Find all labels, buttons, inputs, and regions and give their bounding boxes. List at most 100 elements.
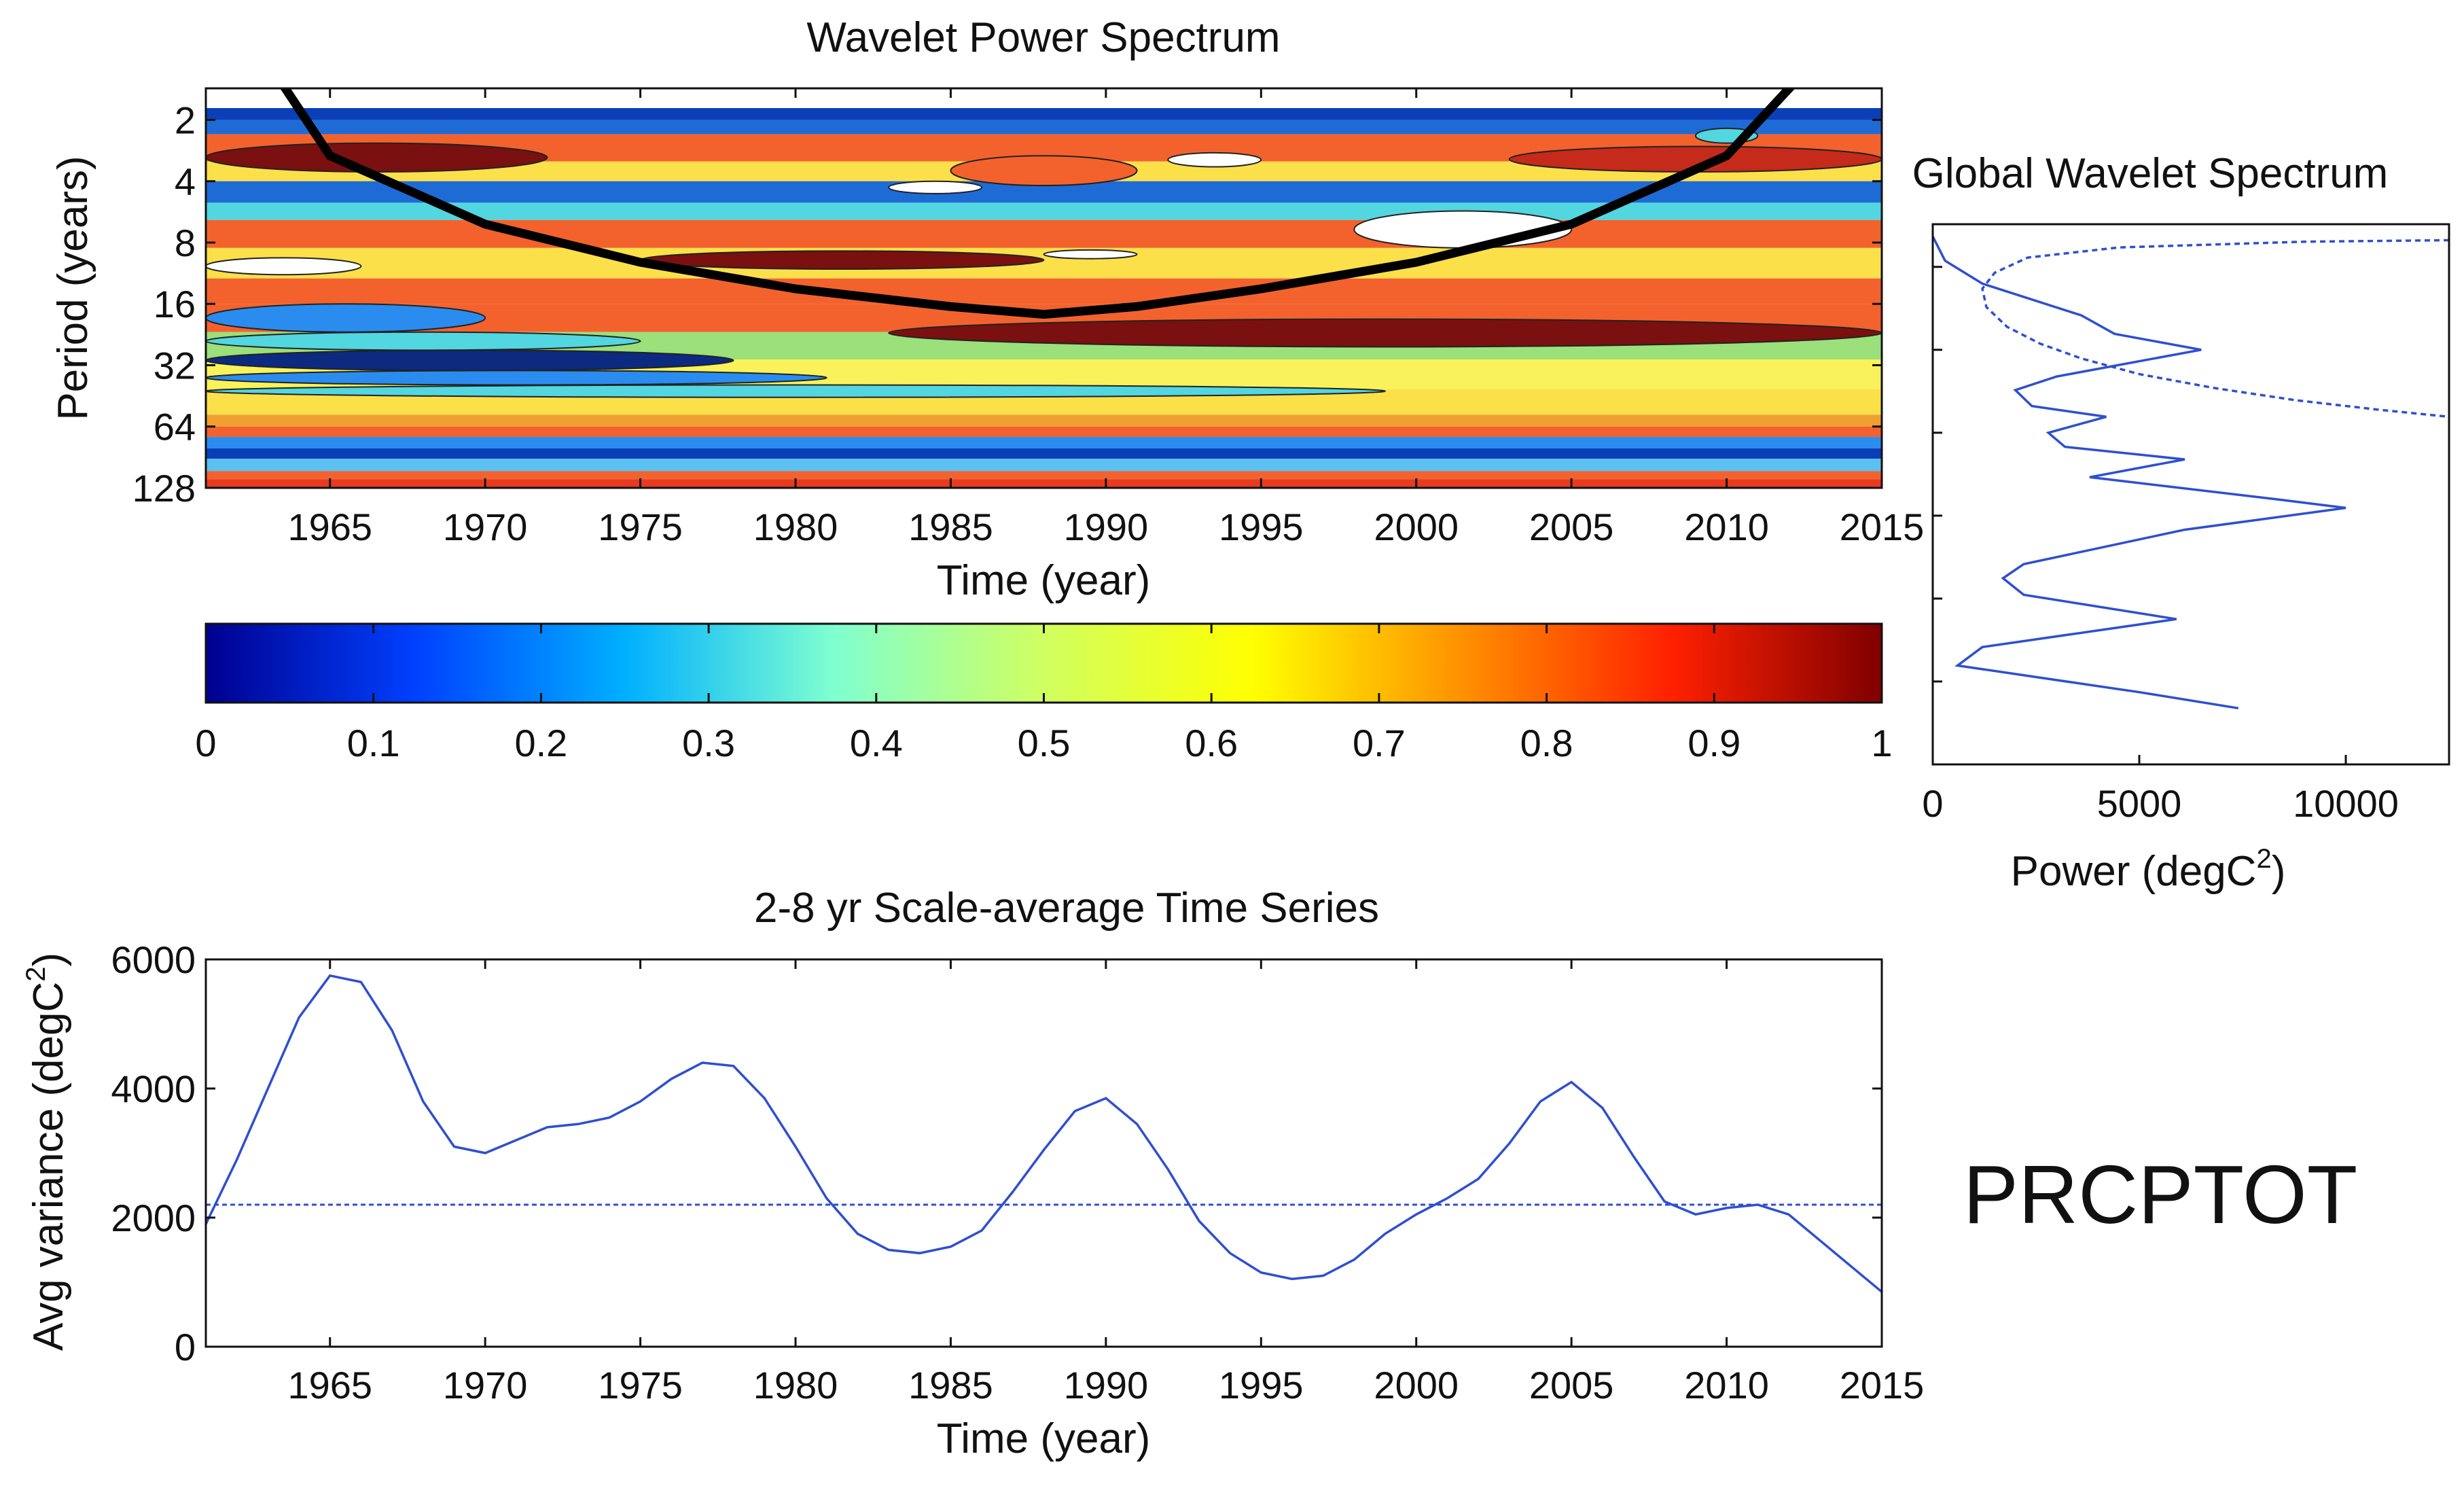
y-tick-label: 8	[175, 222, 196, 264]
x-tick-label: 1985	[908, 1364, 993, 1407]
contour-band	[206, 414, 1882, 427]
x-tick-label: 1975	[598, 506, 683, 548]
x-tick-label: 2010	[1684, 506, 1769, 548]
colorbar-tick-label: 0.6	[1185, 722, 1238, 764]
x-tick-label: 1995	[1219, 1364, 1304, 1407]
scaleavg-ylabel-close: )	[25, 953, 72, 967]
x-tick-label: 1975	[598, 1364, 683, 1407]
wavelet-y-ticks: 2 4 8 16 32 64 128	[132, 99, 1882, 510]
x-tick-label: 1995	[1219, 506, 1304, 548]
global-spectrum-panel: Global Wavelet Spectrum 0 5000 10000 Power…	[1912, 150, 2450, 895]
global-axes-box	[1931, 223, 2450, 766]
x-tick-label: 1965	[287, 1364, 372, 1407]
y-tick-label: 16	[154, 283, 196, 325]
colorbar: 0 0.1 0.2 0.3 0.4 0.5 0.6 0.7 0.8 0.9 1	[195, 622, 1893, 764]
contour-patch	[206, 331, 641, 351]
y-tick-label: 0	[175, 1326, 196, 1368]
x-tick-label: 2010	[1684, 1364, 1769, 1407]
global-significance-line	[1981, 238, 2449, 419]
colorbar-tick-label: 0.3	[682, 722, 735, 764]
scale-average-panel: 2-8 yr Scale-average Time Series 1965 197…	[21, 885, 1924, 1462]
colorbar-ticks: 0 0.1 0.2 0.3 0.4 0.5 0.6 0.7 0.8 0.9 1	[195, 624, 1893, 764]
global-power-line	[1933, 236, 2346, 710]
colorbar-gradient	[204, 622, 1883, 704]
x-tick-label: 2015	[1840, 506, 1925, 548]
x-tick-label: 1985	[908, 506, 993, 548]
contour-patch	[206, 370, 827, 386]
contour-band	[206, 458, 1882, 472]
contour-band	[206, 437, 1882, 449]
scaleavg-axes-box	[204, 958, 1883, 1348]
colorbar-tick-label: 0.7	[1353, 722, 1406, 764]
colorbar-tick-label: 0.9	[1688, 722, 1740, 764]
contour-band	[206, 108, 1882, 120]
contour-band	[206, 120, 1882, 135]
wavelet-x-ticks: 1965 1970 1975 1980 1985 1990 1995 2000 2005 2010…	[287, 88, 1924, 548]
x-tick-label: 1970	[443, 1364, 528, 1407]
x-tick-label: 2000	[1374, 1364, 1459, 1407]
scaleavg-ylabel-sup: 2	[21, 967, 51, 982]
scaleavg-xlabel: Time (year)	[937, 1415, 1151, 1462]
x-tick-label: 1980	[753, 1364, 838, 1407]
contour-band	[206, 426, 1882, 438]
scaleavg-ylabel: Avg variance (degC2)	[21, 953, 72, 1351]
x-tick-label: 1970	[443, 506, 528, 548]
colorbar-tick-label: 0.2	[514, 722, 567, 764]
x-tick-label: 1990	[1064, 506, 1149, 548]
contour-patch	[888, 318, 1882, 348]
scaleavg-ylabel-text: Avg variance (degC	[25, 982, 72, 1351]
y-tick-label: 32	[154, 344, 196, 387]
contour-patch	[206, 142, 548, 173]
y-tick-label: 2000	[111, 1197, 196, 1239]
global-x-tick-label: 10000	[2293, 782, 2399, 825]
contour-band	[206, 471, 1882, 480]
global-x-tick-label: 5000	[2097, 782, 2182, 825]
colorbar-tick-label: 0.4	[850, 722, 903, 764]
y-tick-label: 2	[175, 99, 196, 141]
contour-patch	[950, 155, 1138, 187]
contour-patch	[206, 303, 486, 333]
wavelet-axes-box	[204, 87, 1883, 489]
y-tick-label: 128	[132, 467, 196, 510]
wavelet-ylabel: Period (years)	[50, 156, 96, 420]
scaleavg-y-ticks: 0 2000 4000 6000	[111, 938, 1882, 1368]
wavelet-panel: Wavelet Power Spectrum 1965 1970 1975 1980 1…	[50, 14, 1924, 604]
y-tick-label: 64	[154, 406, 196, 448]
x-tick-label: 1990	[1064, 1364, 1149, 1407]
contour-patch	[206, 257, 362, 276]
contour-band	[206, 278, 1882, 304]
colorbar-tick-label: 0.8	[1520, 722, 1573, 764]
colorbar-tick-label: 0.1	[347, 722, 400, 764]
global-title: Global Wavelet Spectrum	[1912, 150, 2389, 197]
wavelet-title: Wavelet Power Spectrum	[806, 14, 1280, 61]
contour-patch	[206, 349, 734, 372]
contour-band	[206, 88, 1882, 109]
scaleavg-series-line	[204, 974, 1883, 1293]
contour-patch	[1167, 152, 1262, 168]
colorbar-tick-label: 1	[1871, 722, 1892, 764]
colorbar-tick-label: 0.5	[1018, 722, 1071, 764]
global-ticks: 0 5000 10000	[1922, 266, 2399, 825]
index-annotation: PRCPTOT	[1963, 1148, 2358, 1241]
scaleavg-title: 2-8 yr Scale-average Time Series	[754, 885, 1379, 932]
y-tick-label: 4	[175, 160, 196, 203]
x-tick-label: 2005	[1529, 506, 1614, 548]
x-tick-label: 1980	[753, 506, 838, 548]
x-tick-label: 1965	[287, 506, 372, 548]
global-x-tick-label: 0	[1922, 782, 1943, 825]
global-xlabel-sup: 2	[2256, 844, 2271, 874]
wavelet-contours	[206, 88, 1882, 488]
contour-band	[206, 448, 1882, 459]
global-xlabel-close: )	[2272, 848, 2286, 895]
y-tick-label: 6000	[111, 938, 196, 981]
x-tick-label: 2000	[1374, 506, 1459, 548]
global-xlabel-text: Power (degC	[2011, 848, 2257, 895]
contour-patch	[206, 384, 1386, 398]
contour-band	[206, 247, 1882, 279]
x-tick-label: 2015	[1840, 1364, 1925, 1407]
colorbar-tick-label: 0	[195, 722, 216, 764]
x-tick-label: 2005	[1529, 1364, 1614, 1407]
scaleavg-x-ticks: 1965 1970 1975 1980 1985 1990 1995 2000 2005 2010…	[287, 959, 1924, 1407]
y-tick-label: 4000	[111, 1067, 196, 1110]
